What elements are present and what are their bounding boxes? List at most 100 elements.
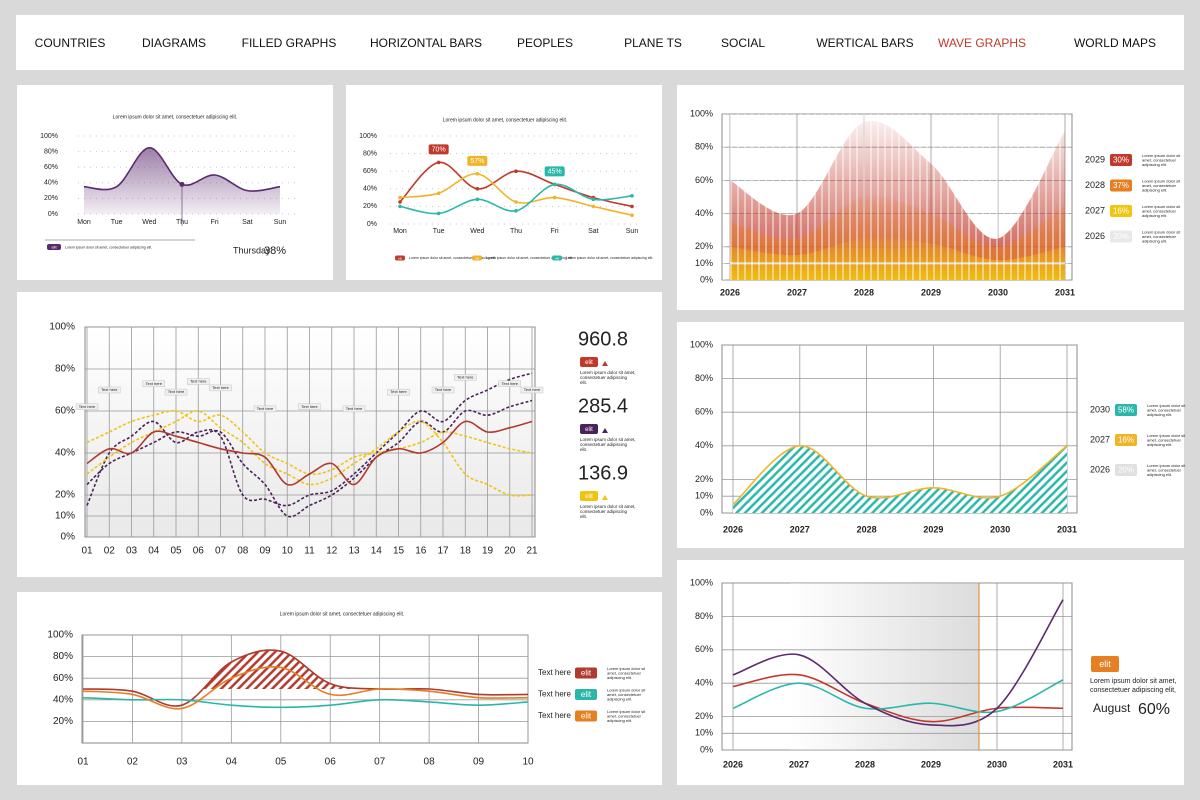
y-tick-label: 10% — [695, 728, 713, 738]
legend-name: 2028 — [1085, 180, 1105, 190]
x-tick-label: 09 — [473, 757, 485, 768]
stat-description: Lorem ipsum dolor sit amet, consectetuer… — [580, 504, 637, 519]
legend-badge: elit — [581, 712, 592, 721]
legend-share-bg — [1110, 154, 1132, 166]
nav-item[interactable]: WORLD MAPS — [1074, 36, 1156, 50]
x-tick-label: 06 — [193, 546, 205, 557]
x-tick-label: 04 — [226, 757, 238, 768]
x-tick-label: 2026 — [723, 524, 743, 534]
legend-name: 2026 — [1085, 231, 1105, 241]
x-tick-label: 08 — [424, 757, 436, 768]
x-tick-label: 18 — [460, 546, 472, 557]
legend-badge: elit — [398, 256, 402, 260]
y-tick-label: 40% — [44, 180, 58, 187]
x-tick-label: 15 — [393, 546, 405, 557]
nav-item[interactable]: HORIZONTAL BARS — [370, 36, 482, 50]
nav-item[interactable]: SOCIAL — [721, 36, 765, 50]
annotation-bg — [342, 405, 366, 413]
series-line — [86, 410, 533, 497]
annotation-bg — [98, 386, 121, 394]
y-tick-label: 40% — [695, 678, 713, 688]
stat-description: Lorem ipsum dolor sit amet, consectetuer… — [580, 437, 637, 452]
point — [552, 182, 557, 187]
x-tick-label: 20 — [504, 546, 516, 557]
legend-description: Lorem ipsum dolor sit amet, consectetuer… — [1142, 179, 1181, 193]
annotation: Text here — [212, 385, 229, 390]
x-tick-label: 2029 — [923, 524, 943, 534]
stat-badge-bg — [580, 424, 598, 434]
annotation: Text here — [457, 374, 474, 379]
nav-item[interactable]: WAVE GRAPHS — [938, 36, 1026, 50]
y-tick-label: 0% — [48, 211, 58, 218]
series-line — [82, 649, 529, 707]
legend-badge: elit — [581, 669, 592, 678]
series-line — [732, 444, 1068, 506]
legend-description: Lorem ipsum dolor sit amet, consectetuer… — [607, 709, 646, 723]
y-tick-label: 60% — [695, 644, 713, 654]
y-tick-label: 0% — [61, 532, 76, 543]
x-tick-label: 2029 — [921, 287, 941, 297]
y-tick-label: 60% — [695, 407, 713, 417]
y-tick-label: 80% — [363, 150, 377, 157]
annotation-bg — [520, 386, 544, 394]
y-tick-label: 40% — [695, 440, 713, 450]
nav-item[interactable]: PLANE TS — [624, 36, 682, 50]
point — [514, 200, 518, 204]
stat-triangle — [602, 428, 608, 433]
nav-item[interactable]: COUNTRIES — [35, 36, 106, 50]
x-tick-label: 2028 — [857, 524, 877, 534]
nav-item[interactable]: WERTICAL BARS — [816, 36, 913, 50]
x-tick-label: 2028 — [855, 759, 875, 769]
stat-triangle — [602, 495, 608, 500]
x-tick-label: 07 — [374, 757, 386, 768]
legend-description: Lorem ipsum dolor sit amet, consectetuer… — [486, 256, 573, 260]
y-tick-label: 10% — [695, 258, 713, 268]
nav-bar — [16, 15, 1184, 70]
x-tick-label: 2031 — [1053, 759, 1073, 769]
callout-label: 45% — [548, 169, 562, 176]
nav-item[interactable]: PEOPLES — [517, 36, 573, 50]
y-tick-label: 20% — [44, 195, 58, 202]
legend-badge-bg — [552, 255, 562, 261]
x-tick-label: 2030 — [990, 524, 1010, 534]
highlight-badge-bg — [1091, 656, 1119, 672]
area-fill — [83, 650, 528, 689]
highlight-value: 60% — [1138, 701, 1170, 718]
series-line — [82, 666, 529, 710]
point — [552, 195, 557, 200]
x-tick-label: Wed — [142, 219, 156, 226]
series-line — [86, 420, 533, 486]
stripes-overlay — [722, 114, 1072, 280]
nav-item[interactable]: FILLED GRAPHS — [242, 36, 337, 50]
stat-badge-bg — [580, 357, 598, 367]
x-tick-label: Fri — [211, 219, 220, 226]
x-tick-label: Wed — [470, 228, 484, 235]
x-tick-label: 07 — [215, 546, 227, 557]
highlight-point — [179, 181, 185, 187]
x-tick-label: Mon — [77, 219, 91, 226]
y-tick-label: 80% — [44, 148, 58, 155]
x-tick-label: 02 — [104, 546, 116, 557]
x-tick-label: 03 — [176, 757, 188, 768]
x-tick-label: 2031 — [1055, 287, 1075, 297]
x-tick-label: 12 — [326, 546, 338, 557]
nav-item[interactable]: DIAGRAMS — [142, 36, 206, 50]
annotation: Text here — [502, 381, 519, 386]
x-tick-label: 16 — [415, 546, 427, 557]
y-tick-label: 40% — [53, 694, 73, 705]
series-line — [86, 399, 533, 518]
highlight-label: August — [1093, 701, 1131, 715]
annotation: Text here — [435, 387, 452, 392]
x-tick-label: 10 — [522, 757, 534, 768]
stat-badge-bg — [580, 491, 598, 501]
legend-badge: elit — [51, 245, 57, 250]
x-tick-label: 14 — [371, 546, 383, 557]
stat-value: 960.8 — [578, 328, 628, 350]
legend-description: Lorem ipsum dolor sit amet, consectetuer… — [1142, 153, 1181, 167]
x-tick-label: 2028 — [854, 287, 874, 297]
y-tick-label: 20% — [695, 711, 713, 721]
annotation-bg — [498, 380, 521, 387]
x-tick-label: 03 — [126, 546, 138, 557]
stat-badge: elit — [585, 360, 593, 366]
